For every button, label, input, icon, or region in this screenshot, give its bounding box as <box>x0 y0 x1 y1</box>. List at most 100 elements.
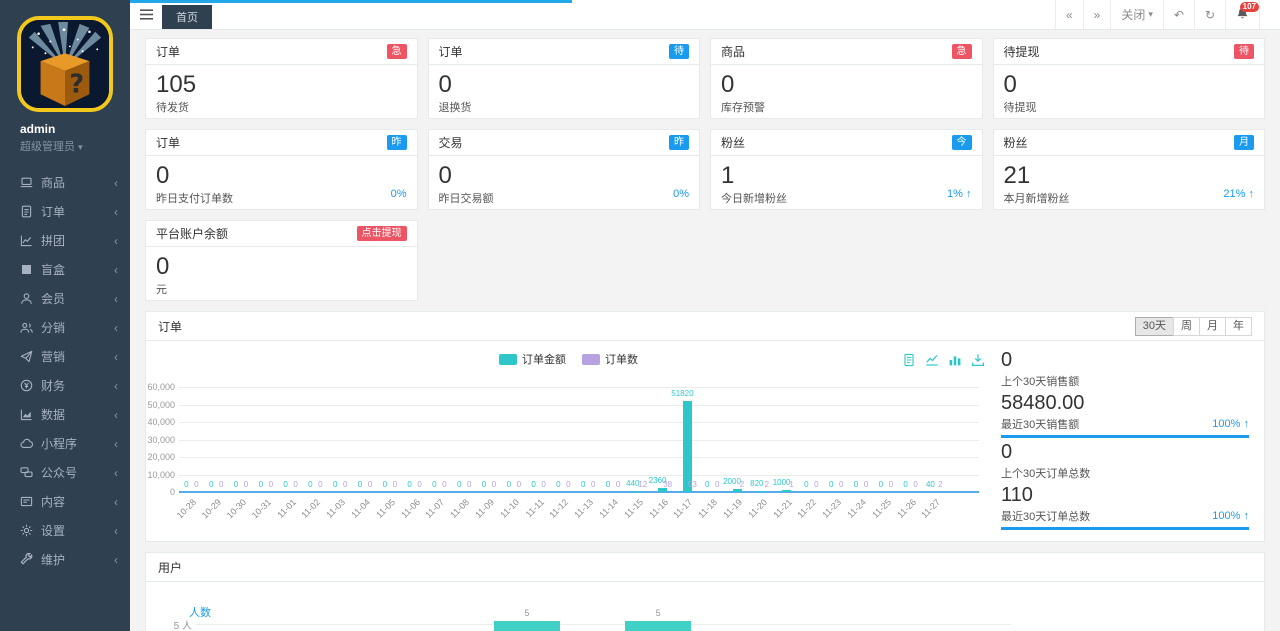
bar-value-label: 2360 <box>648 475 667 485</box>
tabs-scroll-right-button[interactable]: » <box>1082 0 1111 29</box>
sidebar-item-营销[interactable]: 营销 ‹ <box>0 342 130 371</box>
x-axis-tick-label: 11-01 <box>274 497 298 520</box>
wrench-icon <box>20 553 33 566</box>
sidebar-item-公众号[interactable]: 公众号 ‹ <box>0 458 130 487</box>
sidebar-item-会员[interactable]: 会员 ‹ <box>0 284 130 313</box>
stat-value: 0 <box>156 162 170 189</box>
sidebar-item-维护[interactable]: 维护 ‹ <box>0 545 130 574</box>
status-badge[interactable]: 昨 <box>669 135 689 150</box>
sidebar-item-财务[interactable]: 财务 ‹ <box>0 371 130 400</box>
bar-count-label: 1 <box>789 480 794 489</box>
stat-card-body: 21 本月新增粉丝 21% ↑ <box>994 156 1265 209</box>
status-badge[interactable]: 急 <box>951 44 972 59</box>
summary-label-row: 上个30天订单总数 <box>1001 465 1249 481</box>
bar-value-label: 0 <box>704 480 710 489</box>
summary-item: 0 上个30天订单总数 <box>1001 441 1249 481</box>
users-chart: 人数 5 人 5 5 <box>146 582 1264 631</box>
refresh-button[interactable]: ↻ <box>1193 0 1225 29</box>
sidebar-item-label: 公众号 <box>41 466 78 480</box>
app-logo[interactable]: ? <box>17 16 113 112</box>
bar-count-label: 38 <box>663 480 673 489</box>
orders-panel: 订单 30天周月年 订单金额 订单数 0 10,000 20,000 30,000 40,… <box>145 311 1265 542</box>
status-badge[interactable]: 今 <box>951 135 972 150</box>
tab-home[interactable]: 首页 <box>162 5 212 29</box>
bar-value-label: 0 <box>580 480 586 489</box>
status-badge[interactable]: 月 <box>1234 135 1254 150</box>
chart-bar[interactable] <box>633 491 643 492</box>
orders-chart-plot: 0 10,000 20,000 30,000 40,000 50,000 60,000 0 0 1… <box>147 382 979 520</box>
sidebar-item-label: 财务 <box>41 379 66 393</box>
users-chart-bar[interactable] <box>625 621 692 631</box>
bar-value-label: 0 <box>853 480 859 489</box>
sidebar-item-内容[interactable]: 内容 ‹ <box>0 487 130 516</box>
notifications-button[interactable]: 107 <box>1225 0 1259 29</box>
users-chart-legend[interactable]: 人数 <box>189 607 211 619</box>
back-button[interactable]: ↶ <box>1162 0 1194 29</box>
y-axis-tick-label: 30,000 <box>147 434 175 445</box>
admin-role-dropdown[interactable]: 超级管理员 ▾ <box>20 141 83 153</box>
chart-bar[interactable] <box>782 490 792 492</box>
status-badge[interactable]: 待 <box>669 44 689 59</box>
stat-card-body: 0 库存预警 <box>711 65 982 118</box>
status-badge[interactable]: 待 <box>1234 44 1254 59</box>
sidebar-item-label: 分销 <box>41 321 66 335</box>
close-tabs-dropdown[interactable]: 关闭 ▾ <box>1110 0 1163 29</box>
stat-label: 元 <box>156 284 167 297</box>
x-axis-tick-label: 11-06 <box>398 497 422 520</box>
bar-count-label: 2 <box>764 480 770 489</box>
chart-bar[interactable] <box>658 487 668 492</box>
orders-summary: 0 上个30天销售额 58480.00 最近30天销售额 100% ↑ 0 上个30天订单总… <box>991 347 1264 533</box>
mini-program-icon <box>20 437 33 450</box>
legend-item-订单金额[interactable]: 订单金额 <box>499 351 566 367</box>
range-button-周[interactable]: 周 <box>1173 316 1200 336</box>
stat-card-header: 平台账户余额 点击提现 <box>146 221 417 247</box>
sidebar-item-订单[interactable]: 订单 ‹ <box>0 197 130 226</box>
x-axis-tick-label: 11-26 <box>894 497 918 520</box>
status-badge[interactable]: 急 <box>386 44 407 59</box>
bar-count-label: 0 <box>714 480 720 489</box>
line-chart-icon[interactable] <box>925 353 939 367</box>
bar-chart-icon[interactable] <box>948 353 962 367</box>
range-button-30天[interactable]: 30天 <box>1134 316 1174 336</box>
sidebar-item-拼团[interactable]: 拼团 ‹ <box>0 226 130 255</box>
bar-value-label: 0 <box>605 480 611 489</box>
sidebar-item-分销[interactable]: 分销 ‹ <box>0 313 130 342</box>
chart-bar[interactable] <box>757 490 767 492</box>
summary-value: 58480.00 <box>1001 392 1085 414</box>
stat-card: 商品 急 0 库存预警 <box>710 38 983 119</box>
users-chart-bar[interactable] <box>493 621 560 631</box>
tabs-scroll-left-button[interactable]: « <box>1054 0 1083 29</box>
stat-card-title: 订单 <box>156 136 181 150</box>
sidebar-item-数据[interactable]: 数据 ‹ <box>0 400 130 429</box>
range-button-月[interactable]: 月 <box>1199 316 1226 336</box>
x-axis-tick-label: 11-23 <box>820 497 844 520</box>
status-badge[interactable]: 昨 <box>386 135 407 150</box>
layout-toggle-button[interactable] <box>1259 0 1280 30</box>
download-icon[interactable] <box>971 353 985 367</box>
chat-bubbles-icon <box>20 466 33 479</box>
stat-card-header: 交易 昨 <box>428 130 699 156</box>
chevron-left-icon: ‹ <box>114 320 118 335</box>
data-view-icon[interactable] <box>902 353 916 367</box>
sidebar-item-商品[interactable]: 商品 ‹ <box>0 168 130 197</box>
bar-value-label: 0 <box>208 480 214 489</box>
chart-bar[interactable] <box>682 401 692 492</box>
chevron-left-icon: ‹ <box>114 204 118 219</box>
sidebar-item-小程序[interactable]: 小程序 ‹ <box>0 429 130 458</box>
sidebar-item-设置[interactable]: 设置 ‹ <box>0 516 130 545</box>
chevron-left-icon: ‹ <box>114 465 118 480</box>
range-button-年[interactable]: 年 <box>1225 316 1252 336</box>
stat-value: 21 <box>1003 162 1031 189</box>
x-axis-tick-label: 11-12 <box>547 497 571 520</box>
stat-card-body: 0 待提现 <box>994 65 1265 118</box>
status-badge[interactable]: 点击提现 <box>356 226 407 241</box>
bar-count-label: 0 <box>814 480 819 489</box>
legend-item-订单数[interactable]: 订单数 <box>582 351 638 367</box>
summary-progress-bar <box>1001 527 1249 530</box>
hamburger-menu-icon[interactable] <box>130 0 162 29</box>
sidebar-item-盲盒[interactable]: 盲盒 ‹ <box>0 255 130 284</box>
chart-bar[interactable] <box>732 488 742 492</box>
summary-label-row: 上个30天销售额 <box>1001 373 1249 389</box>
bar-value-label: 0 <box>456 480 462 489</box>
